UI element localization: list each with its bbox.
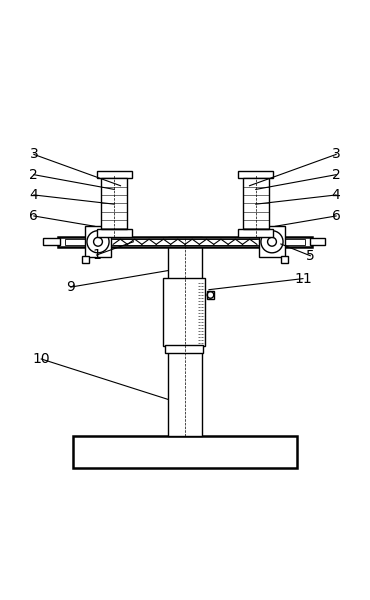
Text: 3: 3 xyxy=(30,148,38,161)
Bar xyxy=(259,226,285,257)
Text: 3: 3 xyxy=(332,148,340,161)
Text: 2: 2 xyxy=(30,167,38,182)
Bar xyxy=(163,278,205,346)
Bar xyxy=(73,436,297,468)
Bar xyxy=(65,239,305,245)
Bar xyxy=(82,256,89,263)
Bar xyxy=(207,290,214,299)
Bar xyxy=(281,256,288,263)
Text: 4: 4 xyxy=(332,188,340,202)
Text: 11: 11 xyxy=(294,272,312,286)
Text: 2: 2 xyxy=(332,167,340,182)
Bar xyxy=(243,178,269,229)
Bar xyxy=(43,238,60,245)
Bar xyxy=(97,229,132,236)
Text: 6: 6 xyxy=(30,209,38,223)
Text: 6: 6 xyxy=(332,209,340,223)
Text: 10: 10 xyxy=(33,352,50,366)
Bar xyxy=(168,238,202,436)
Text: 4: 4 xyxy=(30,188,38,202)
Bar xyxy=(238,171,273,178)
Bar xyxy=(165,346,204,353)
Bar xyxy=(85,226,111,257)
Bar xyxy=(310,238,325,245)
Bar xyxy=(97,171,132,178)
Bar xyxy=(238,229,273,236)
Text: 1: 1 xyxy=(92,248,101,262)
Text: 9: 9 xyxy=(66,280,75,294)
Bar xyxy=(58,236,312,247)
Text: 5: 5 xyxy=(306,249,315,263)
Bar xyxy=(101,178,127,229)
